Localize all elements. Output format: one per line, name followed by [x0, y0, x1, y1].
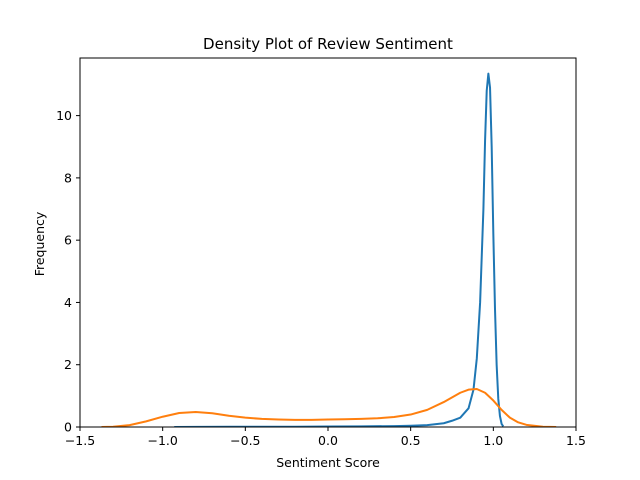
- y-tick-label: 6: [64, 233, 72, 248]
- plot-area: [101, 72, 557, 427]
- x-tick-label: 0.0: [318, 433, 338, 448]
- x-tick-label: −1.5: [65, 433, 95, 448]
- x-tick-label: −0.5: [230, 433, 260, 448]
- y-tick-label: 10: [56, 108, 72, 123]
- y-tick-label: 4: [64, 295, 72, 310]
- chart-title: Density Plot of Review Sentiment: [203, 35, 453, 53]
- x-axis-label: Sentiment Score: [276, 455, 380, 470]
- y-tick-label: 0: [64, 420, 72, 435]
- y-tick-label: 2: [64, 357, 72, 372]
- series-line-1: [101, 388, 557, 427]
- x-tick-label: 1.0: [483, 433, 503, 448]
- axes-frame: [79, 57, 577, 428]
- x-tick-label: 1.5: [566, 433, 586, 448]
- series-line-0: [174, 72, 505, 427]
- axes: −1.5 −1.0 −0.5 0.0 0.5 1.0 1.5 0 2 4 6 8 10: [56, 57, 586, 448]
- y-tick-label: 8: [64, 170, 72, 185]
- y-axis-label: Frequency: [32, 211, 47, 276]
- x-tick-label: −1.0: [147, 433, 177, 448]
- x-tick-label: 0.5: [401, 433, 421, 448]
